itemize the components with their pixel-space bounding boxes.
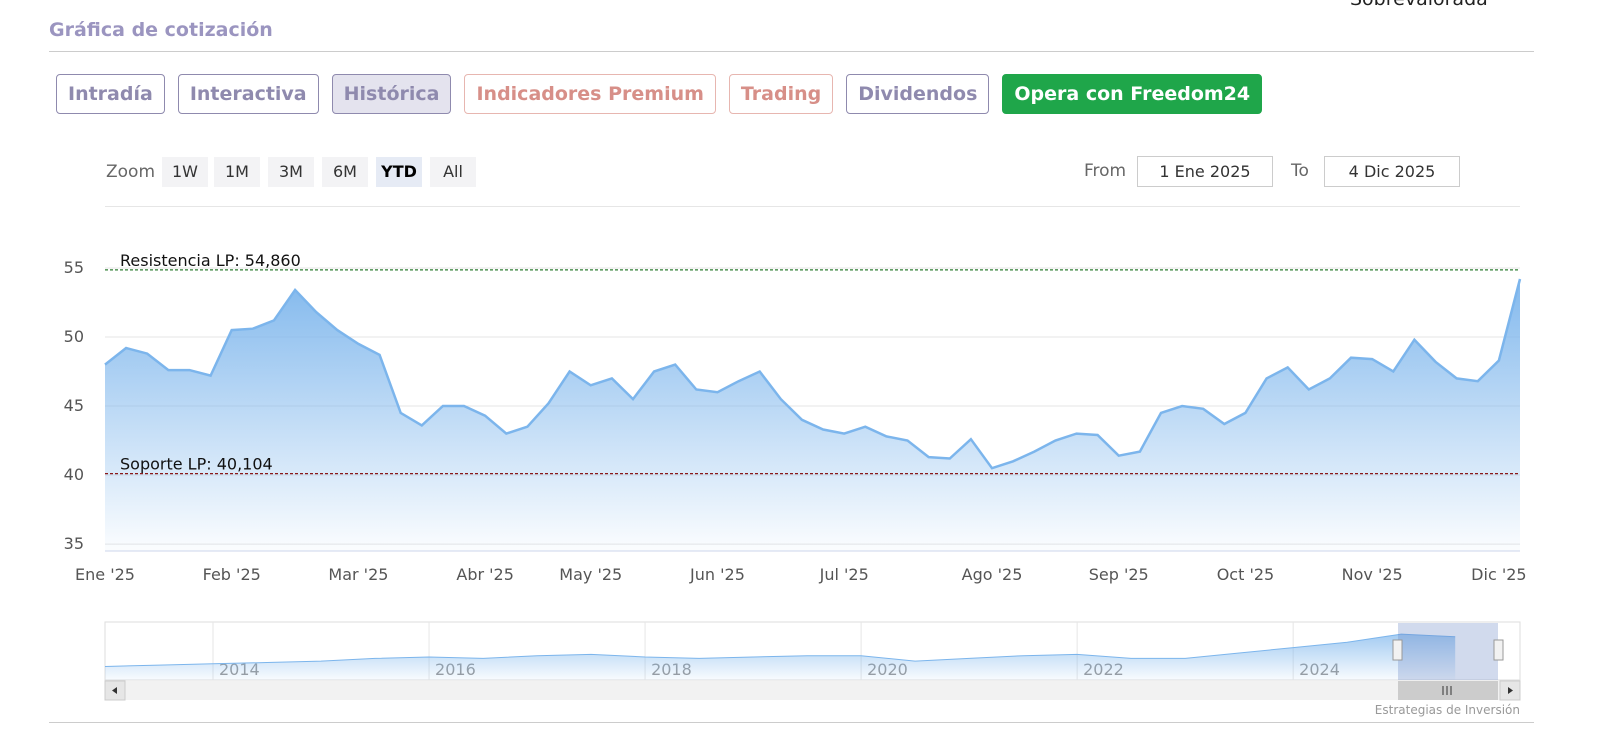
area	[105, 634, 1456, 680]
line	[104, 278, 1522, 470]
zoom-button[interactable]: 6M	[322, 157, 368, 187]
zoom-label: Zoom	[106, 162, 156, 182]
tab[interactable]: Trading	[728, 74, 834, 114]
x-tick-label: Jun '25	[689, 565, 745, 584]
tab[interactable]: Indicadores Premium	[464, 74, 716, 114]
x-tick-label: Nov '25	[1342, 565, 1403, 584]
x-tick-label: Oct '25	[1217, 565, 1275, 584]
credit: Estrategias de Inversión	[1374, 703, 1520, 717]
x-tick-label: Sep '25	[1089, 565, 1149, 584]
tab[interactable]: Dividendos	[846, 74, 990, 114]
x-tick-label: Abr '25	[456, 565, 514, 584]
zoom-button[interactable]: All	[430, 157, 476, 187]
x-tick-label: Ago '25	[962, 565, 1023, 584]
y-tick-label: 40	[64, 465, 84, 484]
x-tick-label: Ene '25	[75, 565, 135, 584]
divider	[49, 51, 1534, 52]
tab[interactable]: Histórica	[331, 74, 452, 114]
area	[105, 279, 1520, 551]
tab[interactable]: Interactiva	[177, 74, 319, 114]
from-input[interactable]: 1 Ene 2025	[1137, 156, 1273, 187]
section-title: Gráfica de cotización	[49, 19, 273, 41]
zoom-button[interactable]: 1W	[162, 157, 208, 187]
to-label: To	[1291, 161, 1309, 181]
top-note: Sobrevalorada	[1350, 0, 1488, 10]
reference-label: Resistencia LP: 54,860	[120, 251, 301, 270]
y-tick-label: 35	[64, 534, 84, 553]
from-label: From	[1084, 161, 1127, 181]
x-tick-label: Jul '25	[819, 565, 869, 584]
x-tick-label: May '25	[559, 565, 622, 584]
tab[interactable]: Opera con Freedom24	[1002, 74, 1263, 114]
zoom-button[interactable]: 1M	[214, 157, 260, 187]
x-tick-label: Feb '25	[203, 565, 261, 584]
navigator-handle[interactable]	[1493, 639, 1504, 661]
divider	[105, 206, 1520, 207]
zoom-button[interactable]: YTD	[376, 157, 422, 187]
y-tick-label: 55	[64, 258, 84, 277]
y-tick-label: 45	[64, 396, 84, 415]
zoom-button[interactable]: 3M	[268, 157, 314, 187]
to-input[interactable]: 4 Dic 2025	[1324, 156, 1460, 187]
line	[104, 633, 1456, 667]
arrow-icon	[1508, 687, 1513, 694]
scrollbar-track[interactable]	[105, 681, 1520, 700]
navigator-handle[interactable]	[1392, 639, 1403, 661]
navigator-selection[interactable]	[1398, 623, 1498, 680]
scrollbar-grip	[1442, 686, 1452, 695]
x-tick-label: Mar '25	[328, 565, 388, 584]
x-tick-label: Dic '25	[1471, 565, 1526, 584]
divider	[49, 722, 1534, 723]
y-tick-label: 50	[64, 327, 84, 346]
tab-bar: Intradía Interactiva Histórica Indicadores …	[56, 74, 1263, 114]
scrollbar-thumb[interactable]	[1398, 681, 1498, 700]
tab[interactable]: Intradía	[56, 74, 165, 114]
reference-label: Soporte LP: 40,104	[120, 455, 273, 474]
arrow-icon	[112, 687, 117, 694]
